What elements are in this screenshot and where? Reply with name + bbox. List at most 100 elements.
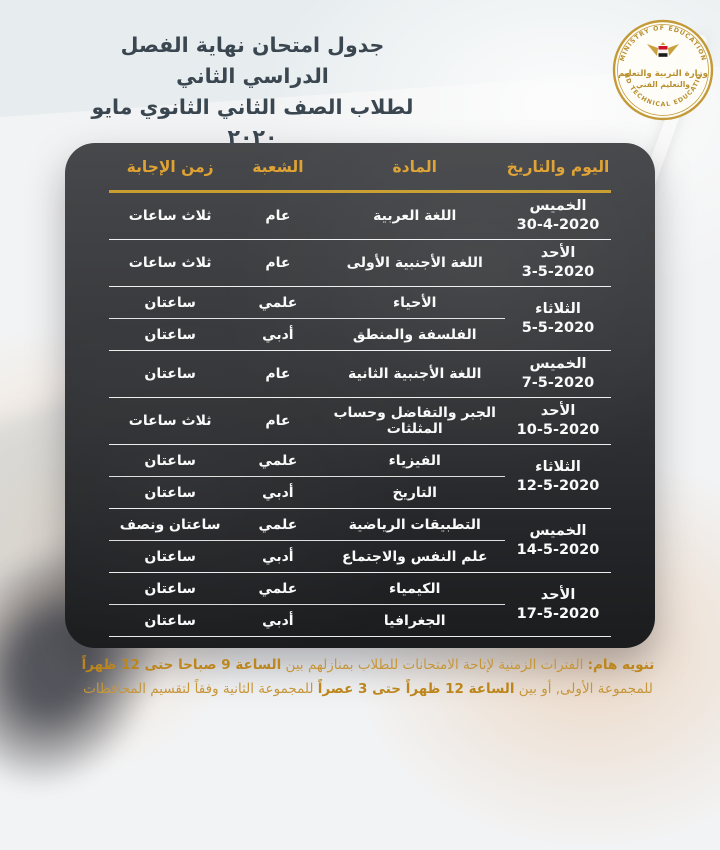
day-name: الثلاثاء bbox=[535, 458, 581, 475]
table-row: الأحد 3-5-2020 اللغة الأجنبية الأولى عام… bbox=[109, 240, 611, 287]
day-name: الأحد bbox=[540, 403, 576, 420]
table-row: الأحد 10-5-2020 الجبر والتفاضل وحساب الم… bbox=[109, 398, 611, 445]
duration-cell: ثلاث ساعات bbox=[128, 208, 212, 224]
exam-row: الجبر والتفاضل وحساب المثلثات عام ثلاث س… bbox=[109, 398, 505, 444]
header-duration: زمن الإجابة bbox=[126, 157, 214, 176]
day-date-cell: الأحد 3-5-2020 bbox=[505, 240, 611, 286]
exam-row: الجغرافيا أدبي ساعتان bbox=[109, 604, 505, 636]
duration-cell: ساعتان bbox=[144, 294, 196, 311]
subject-cell: التاريخ bbox=[392, 484, 437, 501]
table-header-row: اليوم والتاريخ المادة الشعبة زمن الإجابة bbox=[109, 143, 611, 193]
division-cell: عام bbox=[265, 413, 291, 429]
day-date-cell: الخميس 30-4-2020 bbox=[505, 193, 611, 239]
table-row: الثلاثاء 5-5-2020 الأحياء علمي ساعتان ال… bbox=[109, 287, 611, 351]
subject-cell: الكيمياء bbox=[389, 580, 441, 597]
header-division: الشعبة bbox=[252, 157, 304, 176]
page-title-line2: لطلاب الصف الثاني الثانوي مايو ٢٠٢٠ bbox=[91, 94, 414, 150]
table-row: الخميس 7-5-2020 اللغة الأجنبية الثانية ع… bbox=[109, 351, 611, 398]
day-date: 17-5-2020 bbox=[516, 605, 600, 622]
division-cell: علمي bbox=[258, 452, 298, 469]
logo-arabic-line1: وزارة التربية والتعليم bbox=[618, 69, 708, 79]
egypt-eagle-emblem bbox=[647, 42, 679, 57]
ministry-logo: MINISTRY OF EDUCATION AND TECHNICAL EDUC… bbox=[611, 18, 714, 121]
day-date-cell: الأحد 17-5-2020 bbox=[505, 573, 611, 636]
important-notice: تنويه هام: الفترات الزمنية لإتاحة الامتح… bbox=[28, 654, 708, 701]
day-name: الأحد bbox=[540, 586, 576, 603]
duration-cell: ساعتان bbox=[144, 580, 196, 597]
notice-line2: للمجموعة الأولى, أو بين الساعة 12 ظهراً … bbox=[83, 680, 653, 697]
day-date: 7-5-2020 bbox=[521, 375, 595, 391]
day-name: الخميس bbox=[529, 356, 587, 373]
day-name: الخميس bbox=[529, 522, 587, 539]
day-date: 14-5-2020 bbox=[516, 541, 600, 558]
header-subject: المادة bbox=[392, 157, 437, 176]
exam-row: اللغة الأجنبية الأولى عام ثلاث ساعات bbox=[109, 240, 505, 286]
table-row: الخميس 30-4-2020 اللغة العربية عام ثلاث … bbox=[109, 193, 611, 240]
table-body: الخميس 30-4-2020 اللغة العربية عام ثلاث … bbox=[109, 193, 611, 637]
exam-row: التطبيقات الرياضية علمي ساعتان ونصف bbox=[109, 509, 505, 540]
table-row: الثلاثاء 12-5-2020 الفيزياء علمي ساعتان … bbox=[109, 445, 611, 509]
exam-rows: اللغة الأجنبية الأولى عام ثلاث ساعات bbox=[109, 240, 505, 286]
subject-cell: اللغة الأجنبية الثانية bbox=[348, 366, 482, 382]
exam-rows: اللغة العربية عام ثلاث ساعات bbox=[109, 193, 505, 239]
day-name: الأحد bbox=[540, 245, 576, 262]
subject-cell: الفلسفة والمنطق bbox=[352, 326, 477, 343]
duration-cell: ساعتان bbox=[144, 452, 196, 469]
table-row: الأحد 17-5-2020 الكيمياء علمي ساعتان الج… bbox=[109, 573, 611, 637]
duration-cell: ثلاث ساعات bbox=[128, 255, 212, 271]
exam-row: علم النفس والاجتماع أدبي ساعتان bbox=[109, 540, 505, 572]
division-cell: عام bbox=[265, 208, 291, 224]
duration-cell: ساعتان bbox=[144, 366, 196, 382]
duration-cell: ساعتان ونصف bbox=[119, 516, 221, 533]
day-date: 12-5-2020 bbox=[516, 477, 600, 494]
day-name: الخميس bbox=[529, 198, 587, 215]
subject-cell: الجغرافيا bbox=[383, 612, 446, 629]
division-cell: أدبي bbox=[262, 484, 294, 501]
subject-cell: التطبيقات الرياضية bbox=[348, 516, 481, 533]
day-date-cell: الثلاثاء 5-5-2020 bbox=[505, 287, 611, 350]
division-cell: علمي bbox=[258, 516, 298, 533]
logo-arabic-line2: والتعليم الفني bbox=[636, 80, 690, 89]
day-date: 5-5-2020 bbox=[521, 319, 595, 336]
header-day-date: اليوم والتاريخ bbox=[506, 157, 610, 176]
notice-line1: تنويه هام: الفترات الزمنية لإتاحة الامتح… bbox=[81, 657, 655, 673]
day-date-cell: الخميس 7-5-2020 bbox=[505, 351, 611, 397]
exam-rows: الفيزياء علمي ساعتان التاريخ أدبي ساعتان bbox=[109, 445, 505, 508]
division-cell: عام bbox=[265, 255, 291, 271]
exam-row: الفيزياء علمي ساعتان bbox=[109, 445, 505, 476]
exam-row: اللغة العربية عام ثلاث ساعات bbox=[109, 193, 505, 239]
exam-row: اللغة الأجنبية الثانية عام ساعتان bbox=[109, 351, 505, 397]
duration-cell: ساعتان bbox=[144, 548, 196, 565]
subject-cell: اللغة الأجنبية الأولى bbox=[346, 255, 483, 271]
table-row: الخميس 14-5-2020 التطبيقات الرياضية علمي… bbox=[109, 509, 611, 573]
division-cell: علمي bbox=[258, 294, 298, 311]
page-title: جدول امتحان نهاية الفصل الدراسي الثاني ل… bbox=[85, 30, 420, 167]
day-date-cell: الثلاثاء 12-5-2020 bbox=[505, 445, 611, 508]
exam-schedule-table: اليوم والتاريخ المادة الشعبة زمن الإجابة… bbox=[65, 143, 655, 648]
exam-row: التاريخ أدبي ساعتان bbox=[109, 476, 505, 508]
division-cell: علمي bbox=[258, 580, 298, 597]
day-date: 3-5-2020 bbox=[521, 264, 595, 280]
division-cell: أدبي bbox=[262, 612, 294, 629]
subject-cell: الجبر والتفاضل وحساب المثلثات bbox=[333, 405, 496, 437]
duration-cell: ثلاث ساعات bbox=[128, 413, 212, 429]
subject-cell: الفيزياء bbox=[388, 452, 441, 469]
exam-rows: الأحياء علمي ساعتان الفلسفة والمنطق أدبي… bbox=[109, 287, 505, 350]
division-cell: أدبي bbox=[262, 326, 294, 343]
duration-cell: ساعتان bbox=[144, 612, 196, 629]
duration-cell: ساعتان bbox=[144, 326, 196, 343]
day-date: 10-5-2020 bbox=[516, 422, 600, 438]
notice-label: تنويه هام: bbox=[587, 657, 655, 673]
day-date-cell: الأحد 10-5-2020 bbox=[505, 398, 611, 444]
day-name: الثلاثاء bbox=[535, 300, 581, 317]
subject-cell: علم النفس والاجتماع bbox=[341, 548, 488, 565]
exam-rows: الكيمياء علمي ساعتان الجغرافيا أدبي ساعت… bbox=[109, 573, 505, 636]
exam-rows: الجبر والتفاضل وحساب المثلثات عام ثلاث س… bbox=[109, 398, 505, 444]
exam-row: الأحياء علمي ساعتان bbox=[109, 287, 505, 318]
exam-row: الكيمياء علمي ساعتان bbox=[109, 573, 505, 604]
day-date-cell: الخميس 14-5-2020 bbox=[505, 509, 611, 572]
subject-cell: الأحياء bbox=[393, 294, 437, 311]
day-date: 30-4-2020 bbox=[516, 217, 600, 233]
subject-cell: اللغة العربية bbox=[373, 208, 457, 224]
exam-rows: اللغة الأجنبية الثانية عام ساعتان bbox=[109, 351, 505, 397]
